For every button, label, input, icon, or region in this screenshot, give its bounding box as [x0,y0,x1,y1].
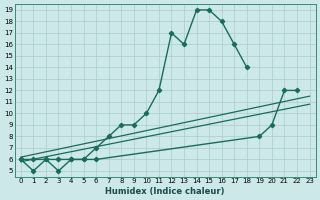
X-axis label: Humidex (Indice chaleur): Humidex (Indice chaleur) [106,187,225,196]
